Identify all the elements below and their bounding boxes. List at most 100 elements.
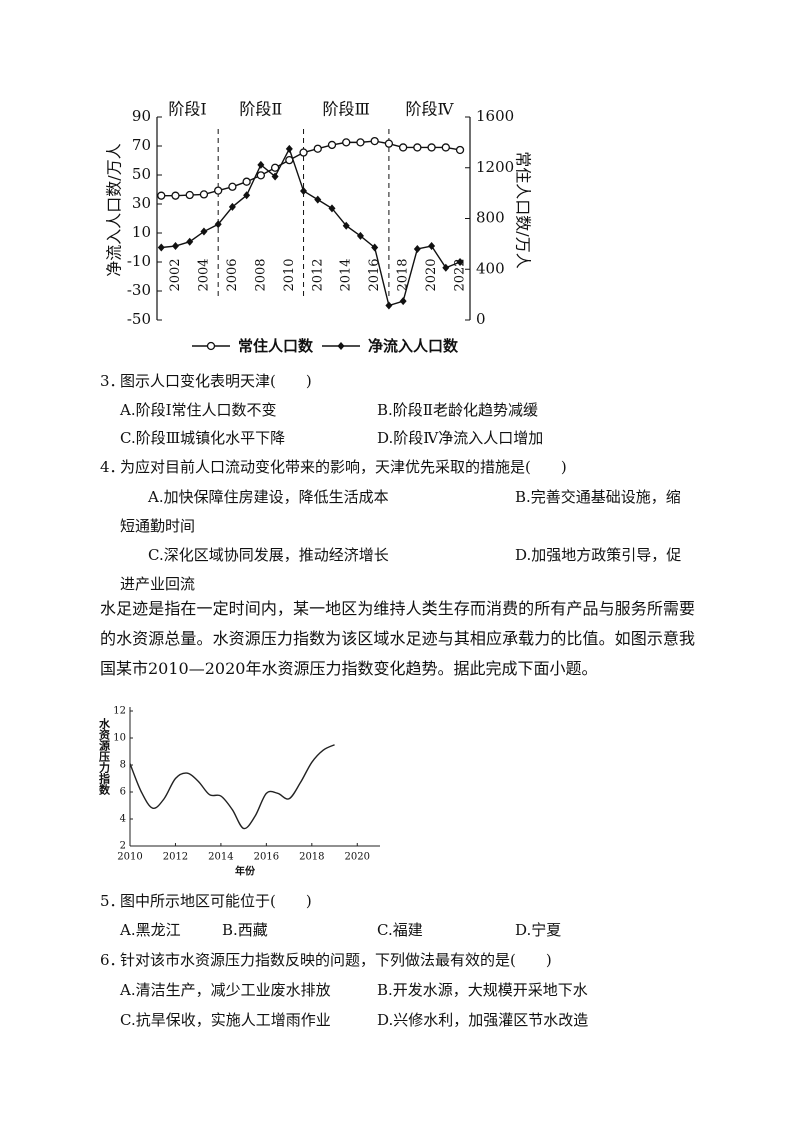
data-point	[242, 177, 251, 186]
data-point	[356, 231, 364, 240]
question-number: 6．	[100, 951, 125, 969]
data-point	[327, 140, 337, 150]
x-tick-label: 2012	[310, 258, 325, 291]
x-tick-label: 2018	[396, 258, 411, 291]
option: C.深化区域协同发展，推动经济增长	[148, 546, 389, 564]
y-tick-label: 12	[113, 706, 126, 717]
data-point	[228, 202, 236, 211]
x-tick-label: 2014	[208, 852, 233, 863]
data-point	[300, 186, 308, 195]
question-stem: 图示人口变化表明天津( )	[120, 372, 312, 390]
y-tick-label: 50	[132, 165, 151, 183]
x-tick-label: 2006	[225, 258, 240, 291]
data-point	[328, 204, 336, 213]
option: B.开发水源，大规模开采地下水	[377, 981, 588, 999]
data-point	[214, 186, 223, 195]
x-tick-label: 2022	[453, 258, 468, 291]
option: A.加快保障住房建设，降低生活成本	[148, 488, 389, 506]
legend-label: 常住人口数	[238, 337, 314, 355]
y-tick-label: -50	[127, 310, 151, 328]
y-tick-label: 10	[132, 223, 151, 241]
y-tick-label: 8	[120, 760, 126, 771]
option: A.阶段Ⅰ常住人口数不变	[120, 401, 277, 419]
question-number: 4．	[100, 458, 125, 476]
legend-marker	[206, 341, 216, 351]
data-point	[442, 263, 450, 272]
data-point	[199, 190, 209, 199]
x-tick-label: 2018	[299, 852, 324, 863]
x-tick-label: 2014	[339, 258, 354, 291]
data-point	[200, 227, 208, 236]
data-point	[428, 242, 436, 251]
x-axis-title: 年份	[235, 865, 256, 878]
data-point	[228, 182, 237, 191]
data-point	[270, 163, 280, 172]
series-line	[161, 140, 461, 197]
x-tick-label: 2002	[168, 258, 183, 291]
stage-label: 阶段Ⅱ	[239, 100, 282, 119]
option: D.宁夏	[515, 921, 562, 939]
series-line	[161, 147, 461, 307]
data-point	[313, 144, 322, 153]
data-point	[384, 139, 394, 148]
data-point	[157, 243, 165, 252]
data-point	[399, 297, 407, 306]
y2-tick-label: 1200	[476, 158, 514, 176]
option: B.阶段Ⅱ老龄化趋势减缓	[377, 401, 538, 419]
y2-tick-label: 800	[476, 209, 505, 227]
x-tick-label: 2012	[163, 852, 188, 863]
legend-marker	[337, 342, 345, 350]
data-point	[271, 172, 279, 181]
question-number: 5．	[100, 892, 125, 910]
option: A.黑龙江	[120, 921, 181, 939]
data-point	[455, 145, 465, 155]
data-point	[314, 195, 322, 204]
data-point	[398, 143, 408, 152]
option: C.福建	[377, 921, 423, 939]
y-tick-label: -30	[127, 281, 151, 299]
x-tick-label: 2004	[196, 258, 211, 291]
data-point	[413, 244, 421, 253]
y2-tick-label: 1600	[476, 107, 514, 125]
y-tick-label: 30	[132, 194, 151, 212]
option: C.抗旱保收，实施人工增雨作业	[120, 1011, 331, 1029]
data-point	[385, 301, 393, 310]
option: D.兴修水利，加强灌区节水改造	[377, 1011, 589, 1029]
data-point	[342, 221, 350, 230]
stage-label: 阶段Ⅰ	[168, 100, 206, 119]
option: C.阶段Ⅲ城镇化水平下降	[120, 429, 286, 447]
y-axis-title: 水资源压力指数	[98, 717, 111, 796]
data-point	[456, 258, 464, 266]
data-point	[157, 191, 166, 200]
data-point	[214, 220, 222, 229]
question-number: 3．	[100, 372, 125, 390]
data-point	[186, 237, 194, 246]
y-tick-label: 2	[120, 841, 126, 852]
data-point	[299, 148, 308, 157]
option: D.阶段Ⅳ净流入人口增加	[377, 429, 544, 447]
question-stem: 为应对目前人口流动变化带来的影响，天津优先采取的措施是( )	[120, 458, 567, 476]
data-point	[256, 171, 266, 180]
option: A.清洁生产，减少工业废水排放	[120, 981, 331, 999]
x-tick-label: 2020	[345, 852, 370, 863]
y-tick-label: 90	[132, 107, 151, 125]
series-line	[129, 744, 335, 830]
question-stem: 图中所示地区可能位于( )	[120, 892, 312, 910]
y-axis-title: 净流入人口数/万人	[105, 143, 124, 276]
y2-tick-label: 0	[476, 310, 486, 328]
y-tick-label: -10	[127, 252, 151, 270]
y-tick-label: 10	[113, 733, 126, 744]
data-point	[342, 138, 351, 147]
option: B.西藏	[222, 921, 268, 939]
stage-label: 阶段Ⅳ	[405, 100, 454, 119]
y-tick-label: 4	[120, 814, 126, 825]
data-point	[185, 190, 194, 200]
data-point	[285, 144, 293, 153]
data-point	[243, 191, 251, 200]
y2-axis-title: 常住人口数/万人	[514, 151, 533, 268]
question-stem: 针对该市水资源压力指数反映的问题，下列做法最有效的是( )	[120, 951, 552, 969]
x-tick-label: 2010	[282, 258, 297, 291]
y-tick-label: 6	[120, 787, 126, 798]
x-tick-label: 2016	[367, 258, 382, 291]
